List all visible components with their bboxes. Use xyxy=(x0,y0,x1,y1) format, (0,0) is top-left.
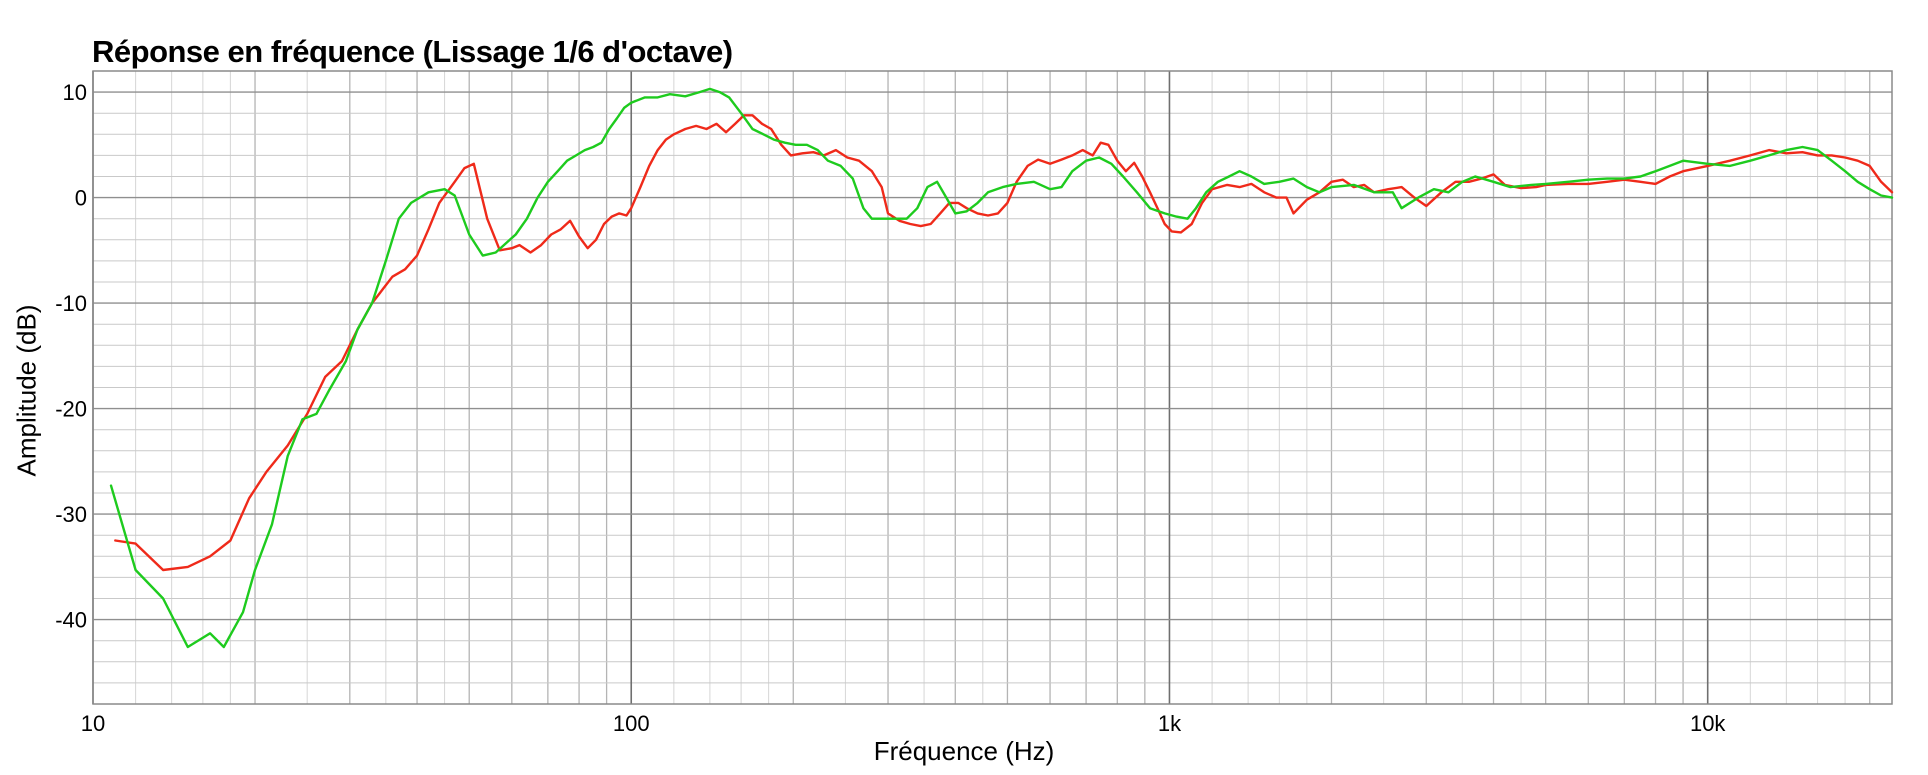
plot-frame xyxy=(92,70,1893,705)
x-tick-label: 10k xyxy=(1690,711,1726,736)
y-tick-label: -20 xyxy=(55,397,87,422)
x-tick-label: 100 xyxy=(613,711,650,736)
x-tick-label: 1k xyxy=(1158,711,1182,736)
y-tick-labels: 10 0 -10 -20 -30 -40 xyxy=(55,80,87,633)
series-line-1 xyxy=(114,114,1894,572)
grid-minor xyxy=(93,70,1892,705)
x-axis-label: Fréquence (Hz) xyxy=(873,736,1055,766)
y-tick-label: -10 xyxy=(55,291,87,316)
grid-major xyxy=(92,71,1892,704)
y-tick-label: -40 xyxy=(55,608,87,633)
series-layer xyxy=(109,87,1894,649)
y-axis-label: Amplitude (dB) xyxy=(11,304,42,477)
series-line-2 xyxy=(109,87,1894,649)
y-tick-label: 0 xyxy=(75,186,87,211)
x-tick-labels: 10 100 1k 10k xyxy=(81,711,1727,736)
y-tick-label: -30 xyxy=(55,502,87,527)
y-tick-label: 10 xyxy=(63,80,87,105)
chart-title: Réponse en fréquence (Lissage 1/6 d'octa… xyxy=(92,34,733,69)
x-tick-label: 10 xyxy=(81,711,105,736)
